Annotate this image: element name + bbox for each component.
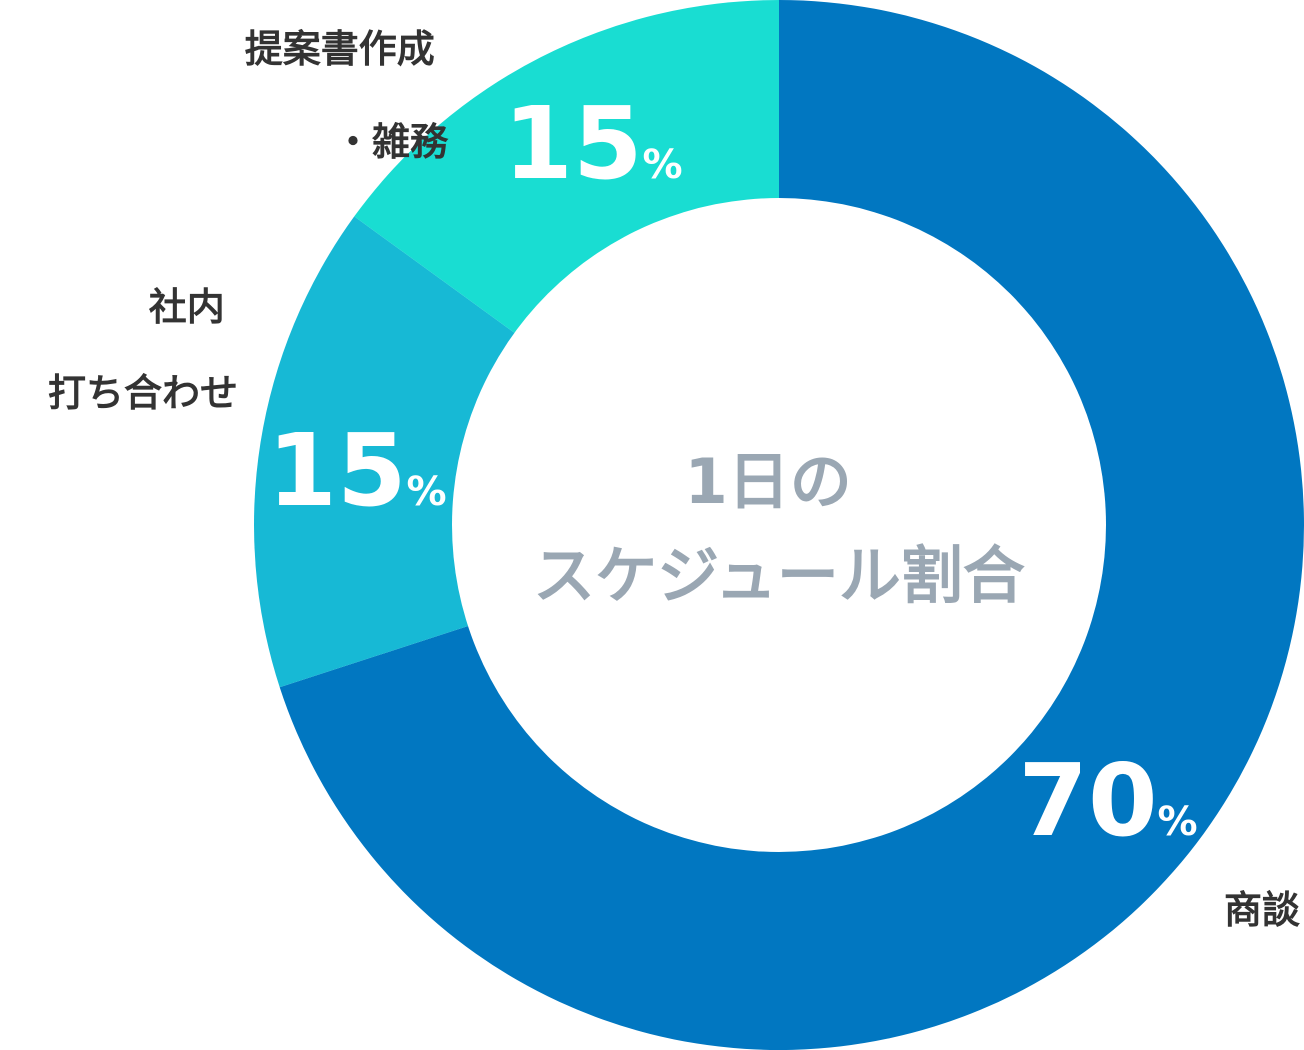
percent-sign: % [643, 142, 683, 188]
slice-value-shodan: 70 [1018, 742, 1157, 859]
slice-value-label-shodan: 70% [1018, 742, 1197, 859]
slice-category-label-meeting: 社内 打ち合わせ [48, 285, 238, 415]
slice-value-label-meeting: 15% [267, 412, 446, 529]
center-title-line-2: スケジュール割合 [533, 539, 1025, 612]
slice-category-label-shodan: 商談 [1224, 888, 1300, 932]
slice-value-proposal: 15 [503, 85, 642, 202]
slice-value-label-proposal: 15% [503, 85, 682, 202]
slice-category-line: 商談 [1224, 888, 1300, 932]
center-title-line-1: 1日の [685, 445, 852, 518]
slice-category-line: 提案書作成 [245, 27, 435, 71]
center-title: 1日の スケジュール割合 [533, 445, 1025, 612]
slice-category-line: 打ち合わせ [48, 371, 238, 415]
slice-category-line: ・雑務 [334, 120, 449, 164]
slice-category-label-proposal: 提案書作成 ・雑務 [245, 27, 449, 164]
slice-value-meeting: 15 [267, 412, 406, 529]
donut-hole [452, 198, 1106, 852]
slice-category-line: 社内 [149, 285, 225, 329]
percent-sign: % [407, 469, 447, 515]
percent-sign: % [1158, 799, 1198, 845]
